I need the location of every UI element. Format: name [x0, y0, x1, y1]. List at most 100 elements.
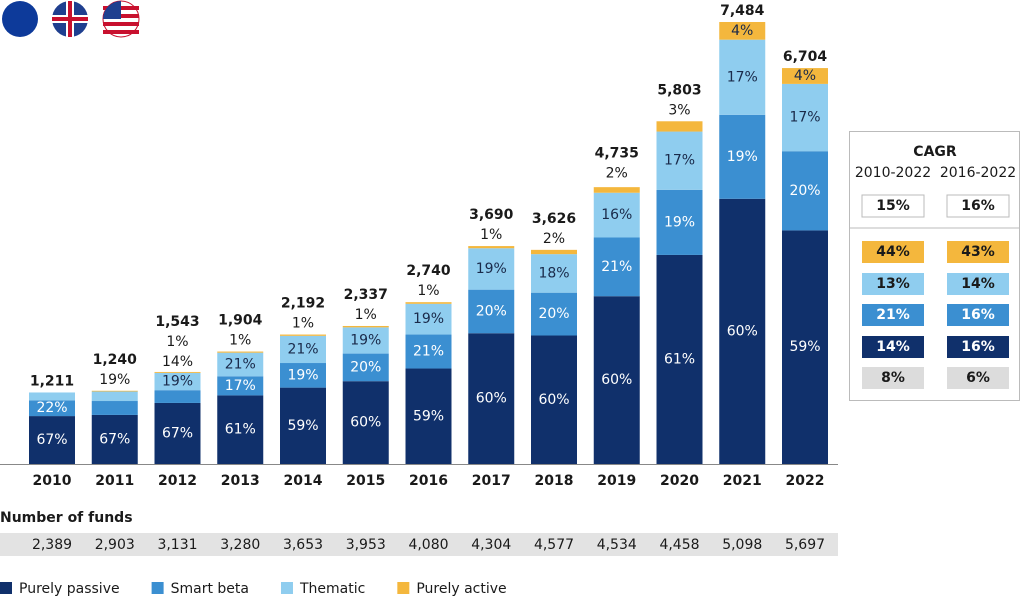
cagr-column: 2010-2022 [855, 165, 931, 181]
funds-value: 5,098 [722, 537, 762, 553]
segment-label: 19% [350, 332, 381, 348]
x-tick-label: 2019 [597, 473, 636, 489]
bar-segment [656, 189, 703, 255]
funds-title: Number of funds [0, 510, 133, 526]
bar-segment [217, 376, 264, 396]
bar-segment [154, 371, 201, 373]
segment-label: 22% [36, 400, 67, 416]
segment-label: 19% [727, 149, 758, 165]
bar-segment [468, 246, 515, 249]
segment-label: 3% [668, 102, 690, 118]
cagr-cell [862, 241, 924, 263]
bar-segment [405, 334, 452, 369]
bar-segment [593, 192, 640, 238]
segment-label: 19% [476, 261, 507, 277]
total-label: 1,904 [218, 313, 263, 329]
bar-segment [782, 83, 828, 152]
segment-label: 17% [225, 378, 256, 394]
bar-segment [154, 390, 201, 403]
total-label: 3,626 [532, 211, 576, 227]
total-label: 2,337 [344, 287, 388, 303]
segment-label: 59% [287, 418, 318, 434]
total-label: 1,211 [30, 373, 74, 389]
cagr-title: CAGR [913, 144, 957, 160]
segment-label: 1% [355, 307, 377, 323]
bar-segment [782, 68, 828, 84]
x-tick-label: 2017 [472, 473, 511, 489]
cagr-value: 6% [966, 370, 990, 386]
bar-segment [154, 402, 201, 464]
segment-label: 17% [664, 153, 695, 169]
cagr-value: 43% [961, 244, 995, 260]
x-tick-label: 2016 [409, 473, 448, 489]
cagr-value: 44% [876, 244, 910, 260]
x-tick-label: 2014 [284, 473, 323, 489]
cagr-value: 21% [876, 307, 910, 323]
bar-segment [342, 381, 389, 464]
bar-segment [280, 387, 326, 464]
bar-segment [531, 249, 577, 255]
bar-segment [29, 416, 75, 464]
bar-segment [91, 391, 138, 402]
segment-label: 21% [601, 259, 632, 275]
bar-segment [531, 335, 577, 464]
segment-label: 67% [99, 431, 130, 447]
x-tick-label: 2021 [723, 473, 762, 489]
funds-value: 3,653 [283, 537, 323, 553]
bar-segment [29, 400, 75, 417]
cagr-column: 2016-2022 [940, 165, 1016, 181]
total-label: 2,740 [406, 263, 451, 279]
segment-label: 2% [543, 231, 565, 247]
bar-segment [531, 292, 577, 336]
total-label: 5,803 [657, 82, 701, 98]
bar-segment [91, 401, 138, 415]
funds-value: 4,080 [408, 537, 448, 553]
bar-segment [593, 237, 640, 297]
bar-segment [531, 254, 577, 293]
bar-segment [342, 353, 389, 382]
cagr-value: 8% [881, 370, 905, 386]
bar-segment [656, 131, 703, 190]
segment-label: 21% [225, 356, 256, 372]
x-tick-label: 2015 [346, 473, 385, 489]
bar-segment [468, 333, 515, 464]
bar-segment [782, 230, 828, 464]
total-label: 4,735 [595, 145, 639, 161]
total-label: 1,543 [155, 314, 199, 330]
segment-label: 4% [794, 68, 816, 84]
x-tick-label: 2013 [221, 473, 260, 489]
funds-value: 3,280 [220, 537, 260, 553]
bar-segment [217, 352, 264, 377]
bar-segment [280, 335, 326, 364]
funds-value: 4,304 [471, 537, 511, 553]
bar-segment [593, 296, 640, 464]
bar-segment [154, 372, 201, 391]
bar-segment [782, 151, 828, 231]
cagr-cell [947, 367, 1009, 389]
bar-segment [405, 302, 452, 304]
bar-segment [280, 363, 326, 388]
segment-label: 60% [476, 391, 507, 407]
x-tick-label: 2012 [158, 473, 197, 489]
segment-label: 60% [727, 323, 758, 339]
segment-label: 1% [166, 334, 188, 350]
bar-segment [91, 390, 138, 392]
legend-swatch [0, 582, 12, 594]
bar-segment [719, 39, 766, 115]
segment-label: 60% [350, 415, 381, 431]
cagr-value: 16% [961, 307, 995, 323]
cagr-cell [861, 194, 925, 218]
x-tick-label: 2018 [535, 473, 574, 489]
segment-label: 21% [287, 341, 318, 357]
bar-segment [468, 248, 515, 290]
segment-label: 16% [601, 207, 632, 223]
segment-label: 18% [538, 265, 569, 281]
funds-value: 4,458 [659, 537, 699, 553]
segment-label: 17% [789, 110, 820, 126]
funds-value: 3,953 [346, 537, 386, 553]
total-label: 2,192 [281, 296, 325, 312]
flags [2, 0, 140, 38]
bar-segment [656, 254, 703, 464]
segment-label: 59% [789, 339, 820, 355]
